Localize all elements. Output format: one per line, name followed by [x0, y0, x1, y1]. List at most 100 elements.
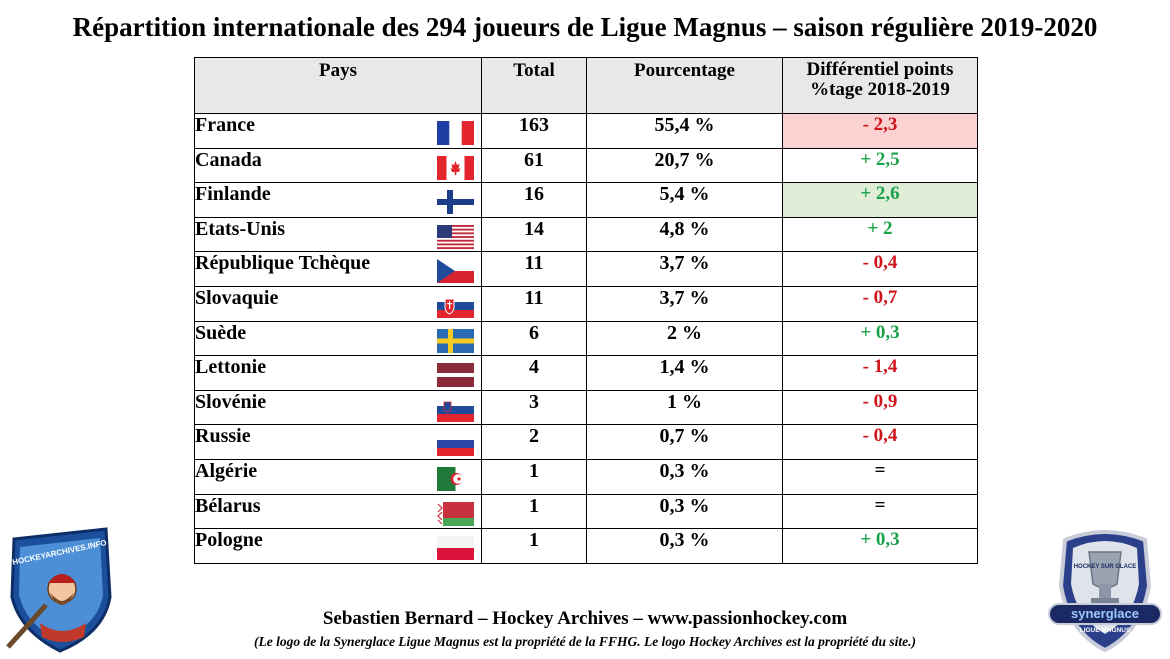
total-cell: 163 — [481, 113, 587, 149]
country-name: Etats-Unis — [195, 217, 286, 240]
country-name: Slovaquie — [195, 286, 279, 309]
table-row: Slovénie 3 1 % - 0,9 — [194, 389, 978, 426]
country-cell: Pologne — [194, 528, 482, 564]
percentage-cell: 20,7 % — [586, 147, 783, 184]
total-cell: 1 — [481, 458, 587, 495]
total-cell: 1 — [481, 493, 587, 530]
synerglace-ligue-magnus-logo: HOCKEY SUR GLACE synerglace LIGUE MAGNUS — [1045, 522, 1165, 654]
total-cell: 2 — [481, 424, 587, 460]
country-name: Lettonie — [195, 356, 267, 379]
country-cell: Slovaquie — [194, 285, 482, 322]
russia-flag-icon — [437, 432, 474, 457]
differential-cell: - 0,4 — [782, 251, 978, 287]
percentage-cell: 3,7 % — [586, 285, 783, 322]
sweden-flag-icon — [437, 328, 474, 353]
table-row: Russie 2 0,7 % - 0,4 — [194, 424, 978, 460]
country-name: Finlande — [195, 183, 271, 206]
country-name: Russie — [195, 425, 251, 448]
differential-cell: + 2 — [782, 216, 978, 253]
header-pays: Pays — [194, 57, 482, 114]
players-table: Pays Total Pourcentage Différentiel poin… — [194, 57, 978, 564]
table-row: République Tchèque 11 3,7 % - 0,4 — [194, 251, 978, 287]
canada-flag-icon — [437, 155, 474, 180]
differential-cell: + 2,5 — [782, 147, 978, 184]
differential-cell: + 2,6 — [782, 182, 978, 218]
percentage-cell: 0,3 % — [586, 493, 783, 530]
table-row: Bélarus 1 0,3 % = — [194, 493, 978, 530]
finland-flag-icon — [437, 190, 474, 215]
table-row: Finlande 16 5,4 % + 2,6 — [194, 182, 978, 218]
percentage-cell: 0,7 % — [586, 424, 783, 460]
latvia-flag-icon — [437, 363, 474, 388]
country-name: Pologne — [195, 529, 263, 552]
total-cell: 3 — [481, 389, 587, 426]
differential-cell: - 1,4 — [782, 355, 978, 391]
footer-note: (Le logo de la Synerglace Ligue Magnus e… — [253, 634, 917, 649]
country-cell: Suède — [194, 320, 482, 357]
synerglace-logo-sub-text: LIGUE MAGNUS — [1080, 627, 1131, 634]
header-pourcentage: Pourcentage — [586, 57, 783, 114]
table-header-row: Pays Total Pourcentage Différentiel poin… — [194, 57, 978, 114]
table-body: France 163 55,4 % - 2,3 Canada 61 20,7 % + 2,5 F… — [194, 113, 978, 564]
table-row: Pologne 1 0,3 % + 0,3 — [194, 528, 978, 564]
country-name: Algérie — [195, 459, 258, 482]
poland-flag-icon — [437, 536, 474, 561]
differential-cell: = — [782, 493, 978, 530]
country-cell: Slovénie — [194, 389, 482, 426]
total-cell: 61 — [481, 147, 587, 184]
france-flag-icon — [437, 121, 474, 145]
algeria-flag-icon — [437, 466, 474, 491]
table-row: Lettonie 4 1,4 % - 1,4 — [194, 355, 978, 391]
country-name: Bélarus — [195, 494, 261, 517]
percentage-cell: 0,3 % — [586, 458, 783, 495]
country-cell: Lettonie — [194, 355, 482, 391]
synerglace-logo-main-text: synerglace — [1071, 606, 1139, 621]
usa-flag-icon — [437, 224, 474, 249]
country-cell: Finlande — [194, 182, 482, 218]
differential-cell: + 0,3 — [782, 320, 978, 357]
slovenia-flag-icon — [437, 397, 474, 422]
country-cell: Canada — [194, 147, 482, 184]
total-cell: 11 — [481, 285, 587, 322]
differential-cell: - 0,4 — [782, 424, 978, 460]
country-cell: Etats-Unis — [194, 216, 482, 253]
differential-cell: - 2,3 — [782, 113, 978, 149]
differential-cell: - 0,9 — [782, 389, 978, 426]
total-cell: 4 — [481, 355, 587, 391]
percentage-cell: 5,4 % — [586, 182, 783, 218]
differential-cell: - 0,7 — [782, 285, 978, 322]
belarus-flag-icon — [437, 501, 474, 526]
table-row: Slovaquie 11 3,7 % - 0,7 — [194, 285, 978, 322]
total-cell: 16 — [481, 182, 587, 218]
differential-cell: = — [782, 458, 978, 495]
header-total: Total — [481, 57, 587, 114]
country-name: Slovénie — [195, 390, 267, 413]
chart-title: Répartition internationale des 294 joueu… — [72, 12, 1098, 42]
country-cell: Algérie — [194, 458, 482, 495]
total-cell: 11 — [481, 251, 587, 287]
header-diff-line2: %tage 2018-2019 — [810, 79, 950, 100]
country-cell: Bélarus — [194, 493, 482, 530]
country-cell: France — [194, 113, 482, 149]
table-row: Canada 61 20,7 % + 2,5 — [194, 147, 978, 184]
slovakia-flag-icon — [437, 293, 474, 318]
synerglace-logo-top-text: HOCKEY SUR GLACE — [1074, 564, 1137, 570]
percentage-cell: 55,4 % — [586, 113, 783, 149]
country-cell: Russie — [194, 424, 482, 460]
footer-credit: Sebastien Bernard – Hockey Archives – ww… — [322, 608, 848, 629]
country-name: Canada — [195, 148, 262, 171]
total-cell: 14 — [481, 216, 587, 253]
country-name: France — [195, 114, 255, 136]
total-cell: 6 — [481, 320, 587, 357]
percentage-cell: 1,4 % — [586, 355, 783, 391]
czech-flag-icon — [437, 259, 474, 284]
table-row: France 163 55,4 % - 2,3 — [194, 113, 978, 149]
percentage-cell: 1 % — [586, 389, 783, 426]
country-name: Suède — [195, 321, 247, 344]
percentage-cell: 0,3 % — [586, 528, 783, 564]
table-row: Suède 6 2 % + 0,3 — [194, 320, 978, 357]
percentage-cell: 2 % — [586, 320, 783, 357]
country-cell: République Tchèque — [194, 251, 482, 287]
total-cell: 1 — [481, 528, 587, 564]
header-differentiel: Différentiel points %tage 2018-2019 — [782, 57, 978, 114]
